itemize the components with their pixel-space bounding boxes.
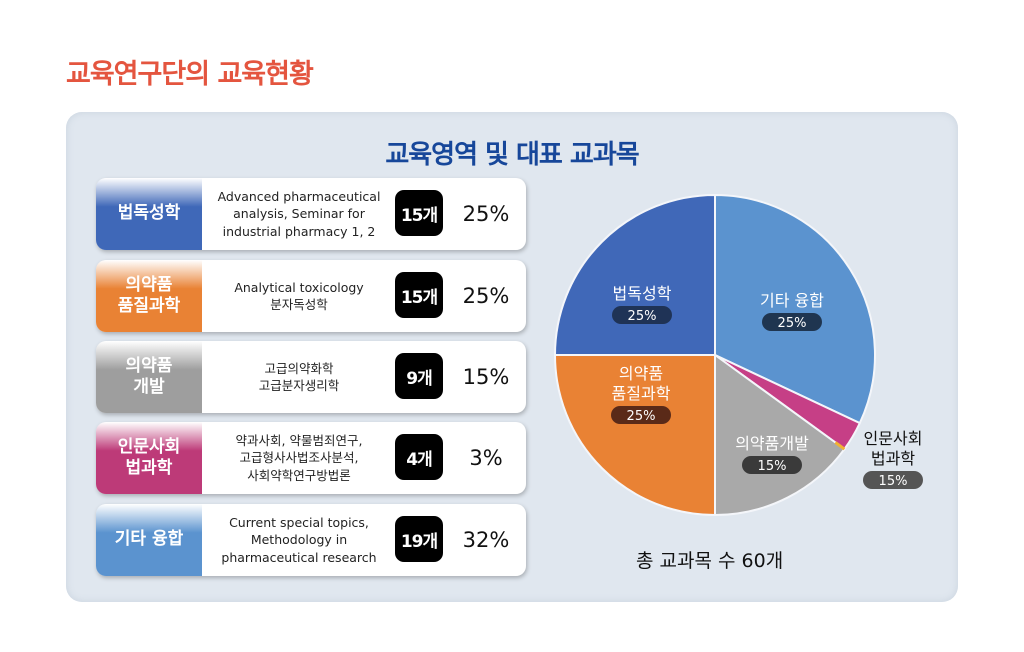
area-percent: 15%	[462, 365, 510, 389]
area-courses: Advanced pharmaceutical analysis, Semina…	[217, 188, 381, 239]
pie-slice-name: 의약품개발	[735, 434, 809, 453]
pie-label-pill	[742, 456, 802, 474]
area-percent: 25%	[462, 202, 510, 226]
area-label: 기타 융합	[96, 504, 202, 576]
pie-slice-name: 인문사회	[864, 429, 923, 448]
pie-label-pill	[611, 406, 671, 424]
pie-slice-name: 기타 융합	[760, 291, 824, 310]
pie-slice-label: 15%	[879, 474, 908, 489]
area-row: 법독성학 Advanced pharmaceutical analysis, S…	[96, 178, 526, 250]
pie-slice	[714, 353, 846, 517]
pie-slice	[553, 193, 716, 356]
pie-slice-label: 25%	[627, 409, 656, 424]
pie-label-pill	[762, 313, 822, 331]
pie-slice-name: 품질과학	[612, 384, 671, 403]
course-count-badge: 15개	[395, 190, 443, 236]
panel-title: 교육영역 및 대표 교과목	[385, 140, 639, 170]
area-row: 의약품 품질과학 Analytical toxicology 분자독성학 15개…	[96, 260, 526, 332]
pie-slice-name: 법과학	[871, 449, 915, 468]
pie-slice-label: 25%	[778, 316, 807, 331]
area-courses: 약과사회, 약물범죄연구, 고급형사사법조사분석, 사회약학연구방법론	[235, 432, 363, 483]
course-count-badge: 9개	[395, 353, 443, 399]
area-percent: 32%	[462, 528, 510, 552]
pie-label-pill	[863, 471, 923, 489]
total-label: 총 교과목 수 60개	[636, 550, 784, 572]
course-count-badge: 19개	[395, 516, 443, 562]
area-percent: 25%	[462, 284, 510, 308]
area-row: 기타 융합 Current special topics, Methodolog…	[96, 504, 526, 576]
area-percent: 3%	[469, 446, 503, 470]
pie-label-pill	[612, 306, 672, 324]
area-row: 인문사회 법과학 약과사회, 약물범죄연구, 고급형사사법조사분석, 사회약학연…	[96, 422, 526, 494]
page-title: 교육연구단의 교육현황	[66, 59, 314, 90]
pie-slice-name: 법독성학	[613, 284, 672, 303]
pie-slice-label: 25%	[628, 309, 657, 324]
pie-slice-name: 의약품	[619, 364, 663, 383]
pie-slice	[714, 193, 876, 425]
pie-slice-divider	[834, 441, 846, 451]
area-label: 의약품 개발	[96, 341, 202, 413]
area-courses: Current special topics, Methodology in p…	[221, 514, 377, 565]
area-courses: Analytical toxicology 분자독성학	[234, 279, 364, 313]
pie-slice	[553, 354, 716, 517]
area-label: 법독성학	[96, 178, 202, 250]
area-label: 인문사회 법과학	[96, 422, 202, 494]
pie-slice-label: 15%	[758, 459, 787, 474]
course-count-badge: 15개	[395, 272, 443, 318]
area-row: 의약품 개발 고급의약화학 고급분자생리학 9개 15%	[96, 341, 526, 413]
area-courses: 고급의약화학 고급분자생리학	[258, 360, 340, 394]
course-count-badge: 4개	[395, 434, 443, 480]
area-label: 의약품 품질과학	[96, 260, 202, 332]
